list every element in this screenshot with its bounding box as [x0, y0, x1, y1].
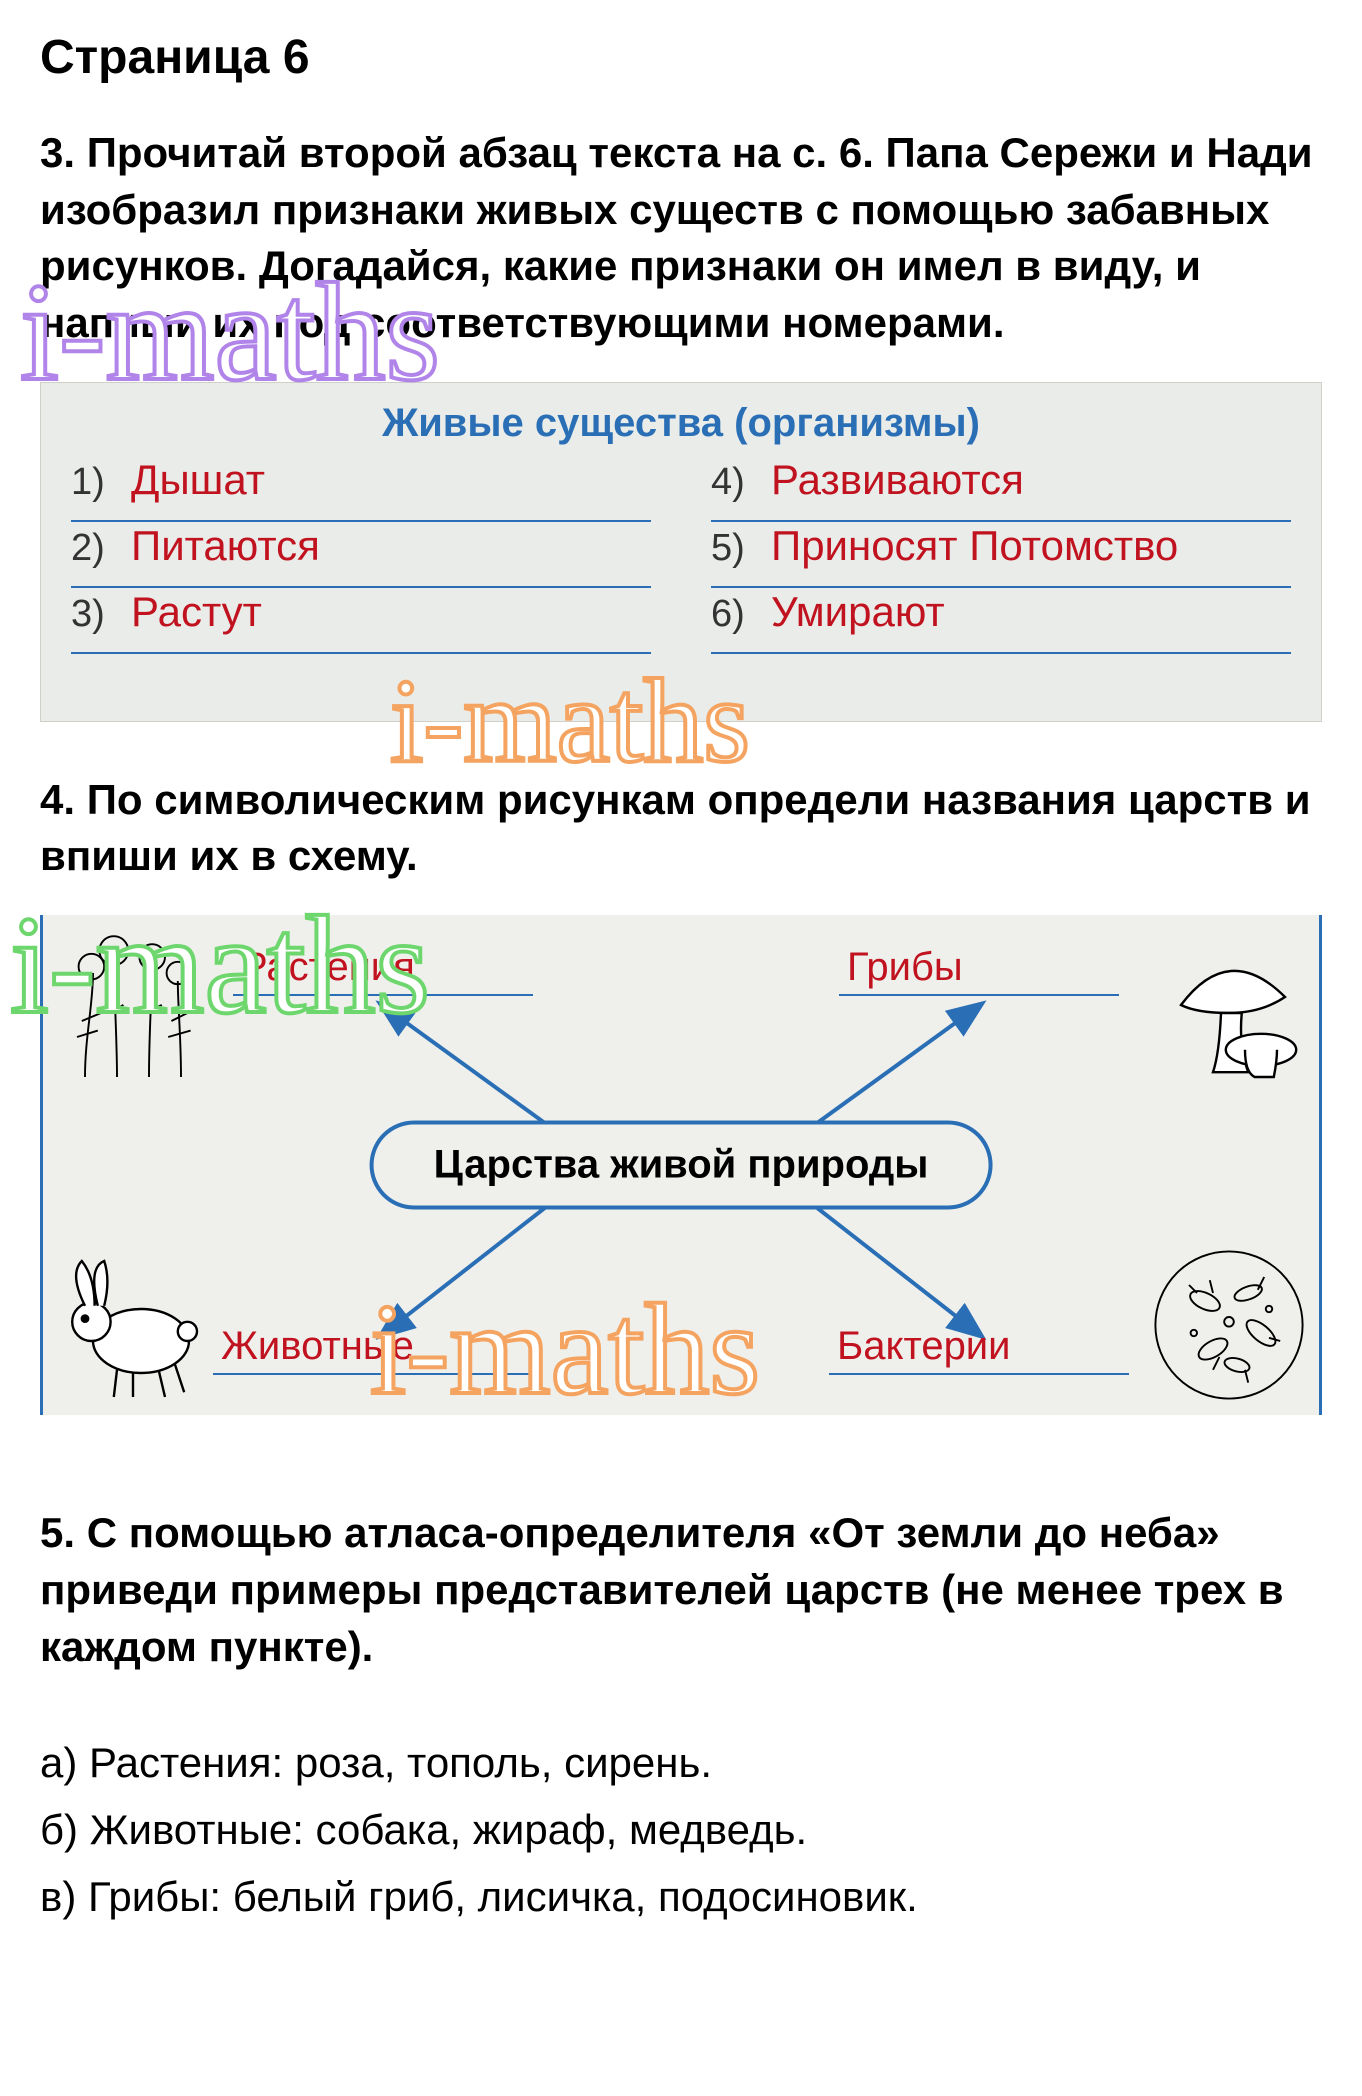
list-item: 3) Растут — [71, 588, 651, 654]
rabbit-icon — [53, 1245, 213, 1405]
task5-answer-b: б) Животные: собака, жираф, медведь. — [40, 1802, 1322, 1859]
list-item: 4) Развиваются — [711, 456, 1291, 522]
item-answer: Развиваются — [771, 456, 1024, 504]
item-answer: Умирают — [771, 588, 945, 636]
item-answer: Питаются — [131, 522, 320, 570]
list-item: 2) Питаются — [71, 522, 651, 588]
item-answer: Растут — [131, 588, 262, 636]
task3-text: 3. Прочитай второй абзац текста на с. 6.… — [40, 125, 1322, 352]
figure-kingdoms-diagram: Царства живой природы Растения Грибы Жив… — [40, 915, 1322, 1415]
kingdom-label-plants: Растения — [233, 945, 533, 996]
item-answer: Приносят Потомство — [771, 522, 1178, 570]
kingdom-label-bacteria: Бактерии — [829, 1324, 1129, 1375]
item-number: 5) — [711, 527, 761, 570]
kingdom-label-animals: Животные — [213, 1324, 533, 1375]
task5-answer-a: а) Растения: роза, тополь, сирень. — [40, 1735, 1322, 1792]
item-number: 6) — [711, 593, 761, 636]
mushroom-icon — [1149, 925, 1309, 1085]
item-number: 2) — [71, 527, 121, 570]
diagram-center-label: Царства живой природы — [370, 1121, 993, 1210]
bacteria-icon — [1149, 1245, 1309, 1405]
item-answer: Дышат — [131, 456, 265, 504]
item-number: 1) — [71, 461, 121, 504]
list-item: 1) Дышат — [71, 456, 651, 522]
figure-living-beings: Живые существа (организмы) 1) Дышат 2) П… — [40, 382, 1322, 722]
figure1-right-col: 4) Развиваются 5) Приносят Потомство 6) … — [711, 456, 1291, 654]
list-item: 5) Приносят Потомство — [711, 522, 1291, 588]
item-number: 3) — [71, 593, 121, 636]
page-title: Страница 6 — [40, 30, 1322, 85]
list-item: 6) Умирают — [711, 588, 1291, 654]
figure1-left-col: 1) Дышат 2) Питаются 3) Растут — [71, 456, 651, 654]
plant-icon — [53, 925, 213, 1085]
task4-text: 4. По символическим рисункам определи на… — [40, 772, 1322, 885]
figure1-title: Живые существа (организмы) — [41, 383, 1321, 446]
task5-answer-c: в) Грибы: белый гриб, лисичка, подосинов… — [40, 1869, 1322, 1926]
item-number: 4) — [711, 461, 761, 504]
task5-text: 5. С помощью атласа-определителя «От зем… — [40, 1505, 1322, 1675]
kingdom-label-fungi: Грибы — [839, 945, 1119, 996]
